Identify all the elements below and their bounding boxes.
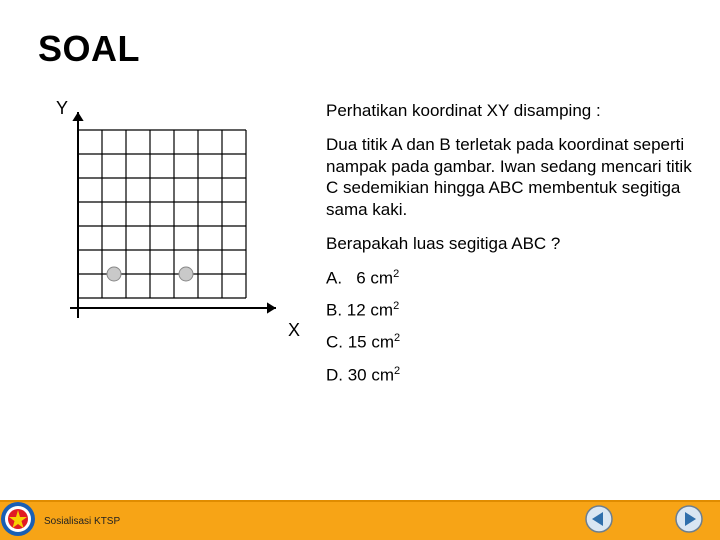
next-icon <box>674 504 704 534</box>
coordinate-chart <box>52 102 312 342</box>
option-d: D. 30 cm2 <box>326 364 694 386</box>
footer-bar: Sosialisasi KTSP <box>0 500 720 540</box>
options-list: A. 6 cm2 B. 12 cm2 C. 15 cm2 D. 30 cm2 <box>326 267 694 387</box>
prev-button[interactable] <box>584 504 614 534</box>
next-button[interactable] <box>674 504 704 534</box>
question-ask: Berapakah luas segitiga ABC ? <box>326 233 694 255</box>
x-axis-label: X <box>288 320 300 341</box>
question-body: Dua titik A dan B terletak pada koordina… <box>326 134 694 221</box>
option-a: A. 6 cm2 <box>326 267 694 289</box>
option-c: C. 15 cm2 <box>326 331 694 353</box>
slide: SOAL Y X Perhatikan koordinat XY disampi… <box>0 0 720 540</box>
option-b: B. 12 cm2 <box>326 299 694 321</box>
ministry-logo-icon <box>0 499 38 539</box>
slide-title: SOAL <box>38 28 140 70</box>
question-panel: Perhatikan koordinat XY disamping : Dua … <box>326 100 694 396</box>
prev-icon <box>584 504 614 534</box>
question-lead: Perhatikan koordinat XY disamping : <box>326 100 694 122</box>
footer-label: Sosialisasi KTSP <box>44 516 120 527</box>
nav-controls <box>584 504 704 534</box>
